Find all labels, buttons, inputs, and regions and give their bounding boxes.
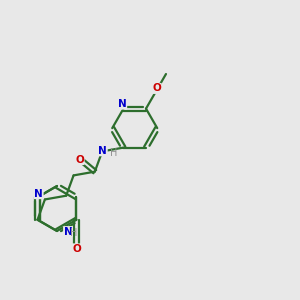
Text: N: N: [34, 189, 43, 199]
Text: O: O: [72, 244, 81, 254]
Text: H: H: [110, 148, 117, 158]
Text: O: O: [152, 83, 161, 93]
Text: H: H: [70, 228, 78, 239]
Text: N: N: [64, 226, 72, 237]
Text: O: O: [75, 154, 84, 164]
Text: N: N: [118, 99, 127, 109]
Text: N: N: [98, 146, 107, 156]
